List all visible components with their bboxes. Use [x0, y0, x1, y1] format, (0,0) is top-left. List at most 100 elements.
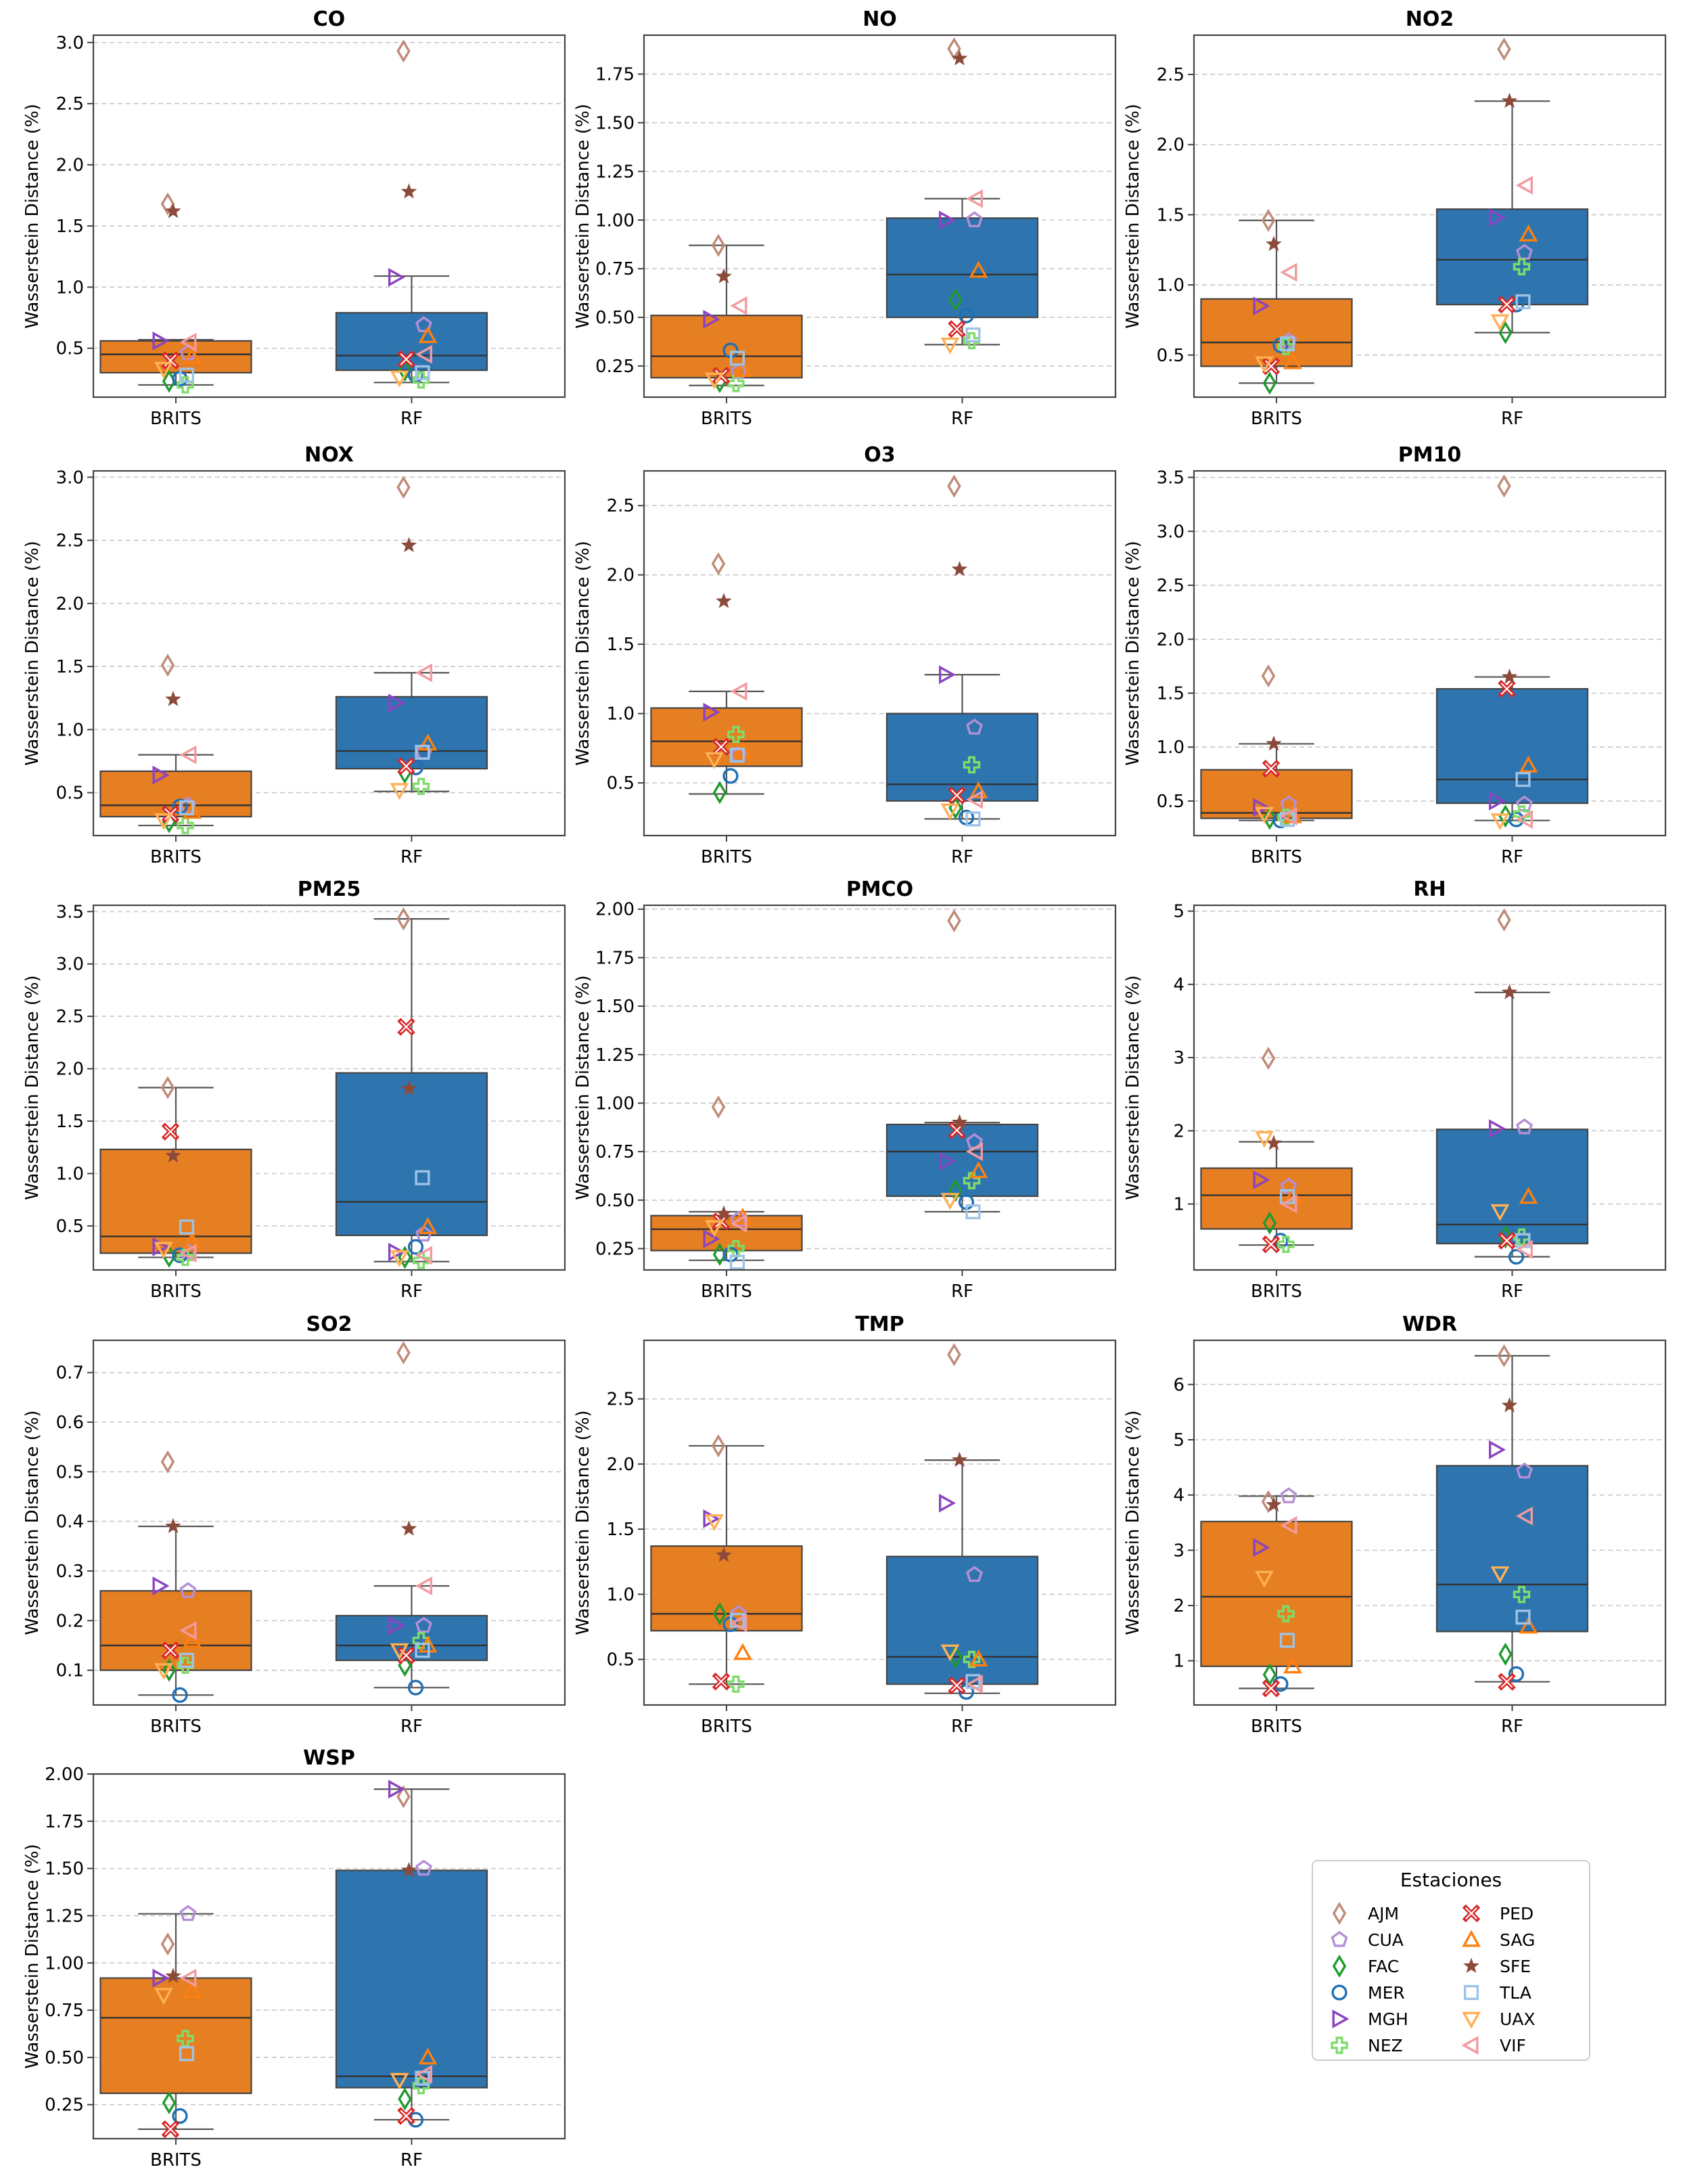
point-mer [1508, 811, 1525, 827]
ytick-label: 0.50 [595, 1191, 635, 1211]
point-cua [1280, 1177, 1297, 1194]
point-fac [712, 1602, 727, 1626]
point-tla [415, 1170, 430, 1185]
point-mgh [152, 1968, 170, 1988]
point-cua [179, 1905, 197, 1921]
xtick-label: BRITS [1251, 409, 1302, 429]
ylabel: Wasserstein Distance (%) [1123, 104, 1143, 328]
point-ajm [947, 37, 961, 61]
point-ped [1262, 1235, 1281, 1254]
subplot-no2: 0.5 1.0 1.5 2.0 2.5 BRITS RF NO2 Wasserstein Dis… [1123, 7, 1667, 429]
point-nez [1277, 1235, 1295, 1253]
legend-marker-vif [1461, 2036, 1479, 2055]
point-fac [712, 781, 727, 804]
axes-frame [92, 1773, 566, 2140]
ytick-label: 1.5 [56, 217, 84, 237]
point-mer [1508, 1666, 1525, 1682]
point-vif [1515, 1506, 1533, 1526]
xtick-label: RF [400, 1716, 423, 1737]
legend-label-uax: UAX [1500, 2009, 1536, 2029]
point-mgh [388, 1242, 405, 1262]
point-sfe [716, 593, 732, 608]
point-vif [415, 2065, 432, 2084]
point-uax [940, 1193, 960, 1210]
subplot-title: RH [1413, 878, 1446, 901]
point-sfe [1501, 1396, 1518, 1413]
legend-label-fac: FAC [1368, 1957, 1399, 1976]
point-vif [415, 1576, 432, 1595]
point-vif [179, 332, 197, 352]
point-sfe [400, 183, 417, 199]
xtick-label: BRITS [1251, 847, 1302, 867]
ytick-label: 2.5 [1157, 65, 1184, 85]
point-fac [1498, 1642, 1513, 1666]
ytick-label: 0.3 [56, 1562, 84, 1582]
point-cua [415, 1616, 432, 1633]
point-nez [177, 2030, 194, 2047]
point-sag [1519, 1616, 1538, 1634]
ytick-label: 1.25 [595, 1045, 635, 1066]
point-vif [965, 1675, 983, 1694]
point-vif [965, 1142, 983, 1162]
point-mgh [152, 765, 170, 785]
ytick-label: 3 [1173, 1048, 1184, 1068]
legend-label-vif: VIF [1500, 2036, 1526, 2055]
point-vif [179, 1968, 197, 1988]
axes-frame [1193, 470, 1667, 837]
box-rf [885, 217, 1039, 319]
point-ajm [947, 474, 961, 498]
ytick-label: 4 [1173, 975, 1184, 995]
subplot-nox: 0.5 1.0 1.5 2.0 2.5 3.0 BRITS RF NOX Wasserstein … [22, 443, 566, 867]
point-uax [940, 337, 960, 355]
ytick-label: 1.25 [595, 162, 635, 182]
point-tla [415, 1643, 430, 1658]
point-nez [412, 777, 430, 795]
point-uax [1255, 356, 1274, 373]
ytick-label: 2.0 [56, 1060, 84, 1080]
subplot-title: NOX [304, 443, 354, 467]
ytick-label: 2.5 [607, 496, 635, 516]
subplot-wsp: 0.25 0.50 0.75 1.00 1.25 1.50 1.75 2.00 BRITS RF W… [22, 1746, 566, 2170]
point-tla [1279, 1633, 1295, 1648]
point-mgh [938, 1493, 956, 1513]
point-sfe [716, 1547, 732, 1562]
point-ped [1262, 357, 1281, 376]
ytick-label: 1.0 [56, 1164, 84, 1185]
ytick-label: 0.75 [595, 259, 635, 279]
ytick-label: 0.50 [595, 308, 635, 328]
point-nez [727, 1675, 745, 1693]
ytick-label: 0.6 [56, 1413, 84, 1433]
xtick-label: RF [1501, 847, 1523, 867]
point-ajm [1261, 1047, 1276, 1070]
legend-marker-fac [1332, 1954, 1347, 1978]
subplot-title: WSP [303, 1746, 355, 1770]
point-sfe [951, 1451, 968, 1468]
point-cua [966, 211, 983, 227]
point-ajm [396, 39, 411, 63]
point-ajm [160, 1932, 175, 1956]
point-mgh [152, 331, 170, 350]
point-uax [1255, 806, 1274, 824]
ytick-label: 2.0 [1157, 630, 1184, 650]
xtick-label: RF [951, 409, 973, 429]
point-fac [162, 1658, 177, 1682]
xtick-label: BRITS [701, 1716, 752, 1737]
box-rf [1435, 688, 1589, 804]
legend-marker-sfe [1463, 1957, 1479, 1974]
legend-label-sag: SAG [1500, 1930, 1535, 1950]
point-sfe [716, 1205, 732, 1221]
subplot-title: PM25 [298, 878, 361, 901]
point-sag [418, 2047, 438, 2065]
ytick-label: 3.0 [1157, 522, 1184, 542]
xtick-label: BRITS [701, 1281, 752, 1302]
point-tla [1279, 336, 1295, 352]
point-vif [965, 790, 983, 809]
point-ped [712, 1673, 731, 1691]
point-mgh [938, 665, 956, 685]
point-mer [1508, 1248, 1525, 1265]
point-ped [397, 1018, 415, 1036]
subplot-rh: 1 2 3 4 5 BRITS RF RH Wasserstein Distance (%) [1123, 878, 1667, 1302]
ytick-label: 1.5 [1157, 684, 1184, 704]
axes-frame [92, 904, 566, 1271]
ytick-label: 2.00 [45, 1765, 84, 1785]
